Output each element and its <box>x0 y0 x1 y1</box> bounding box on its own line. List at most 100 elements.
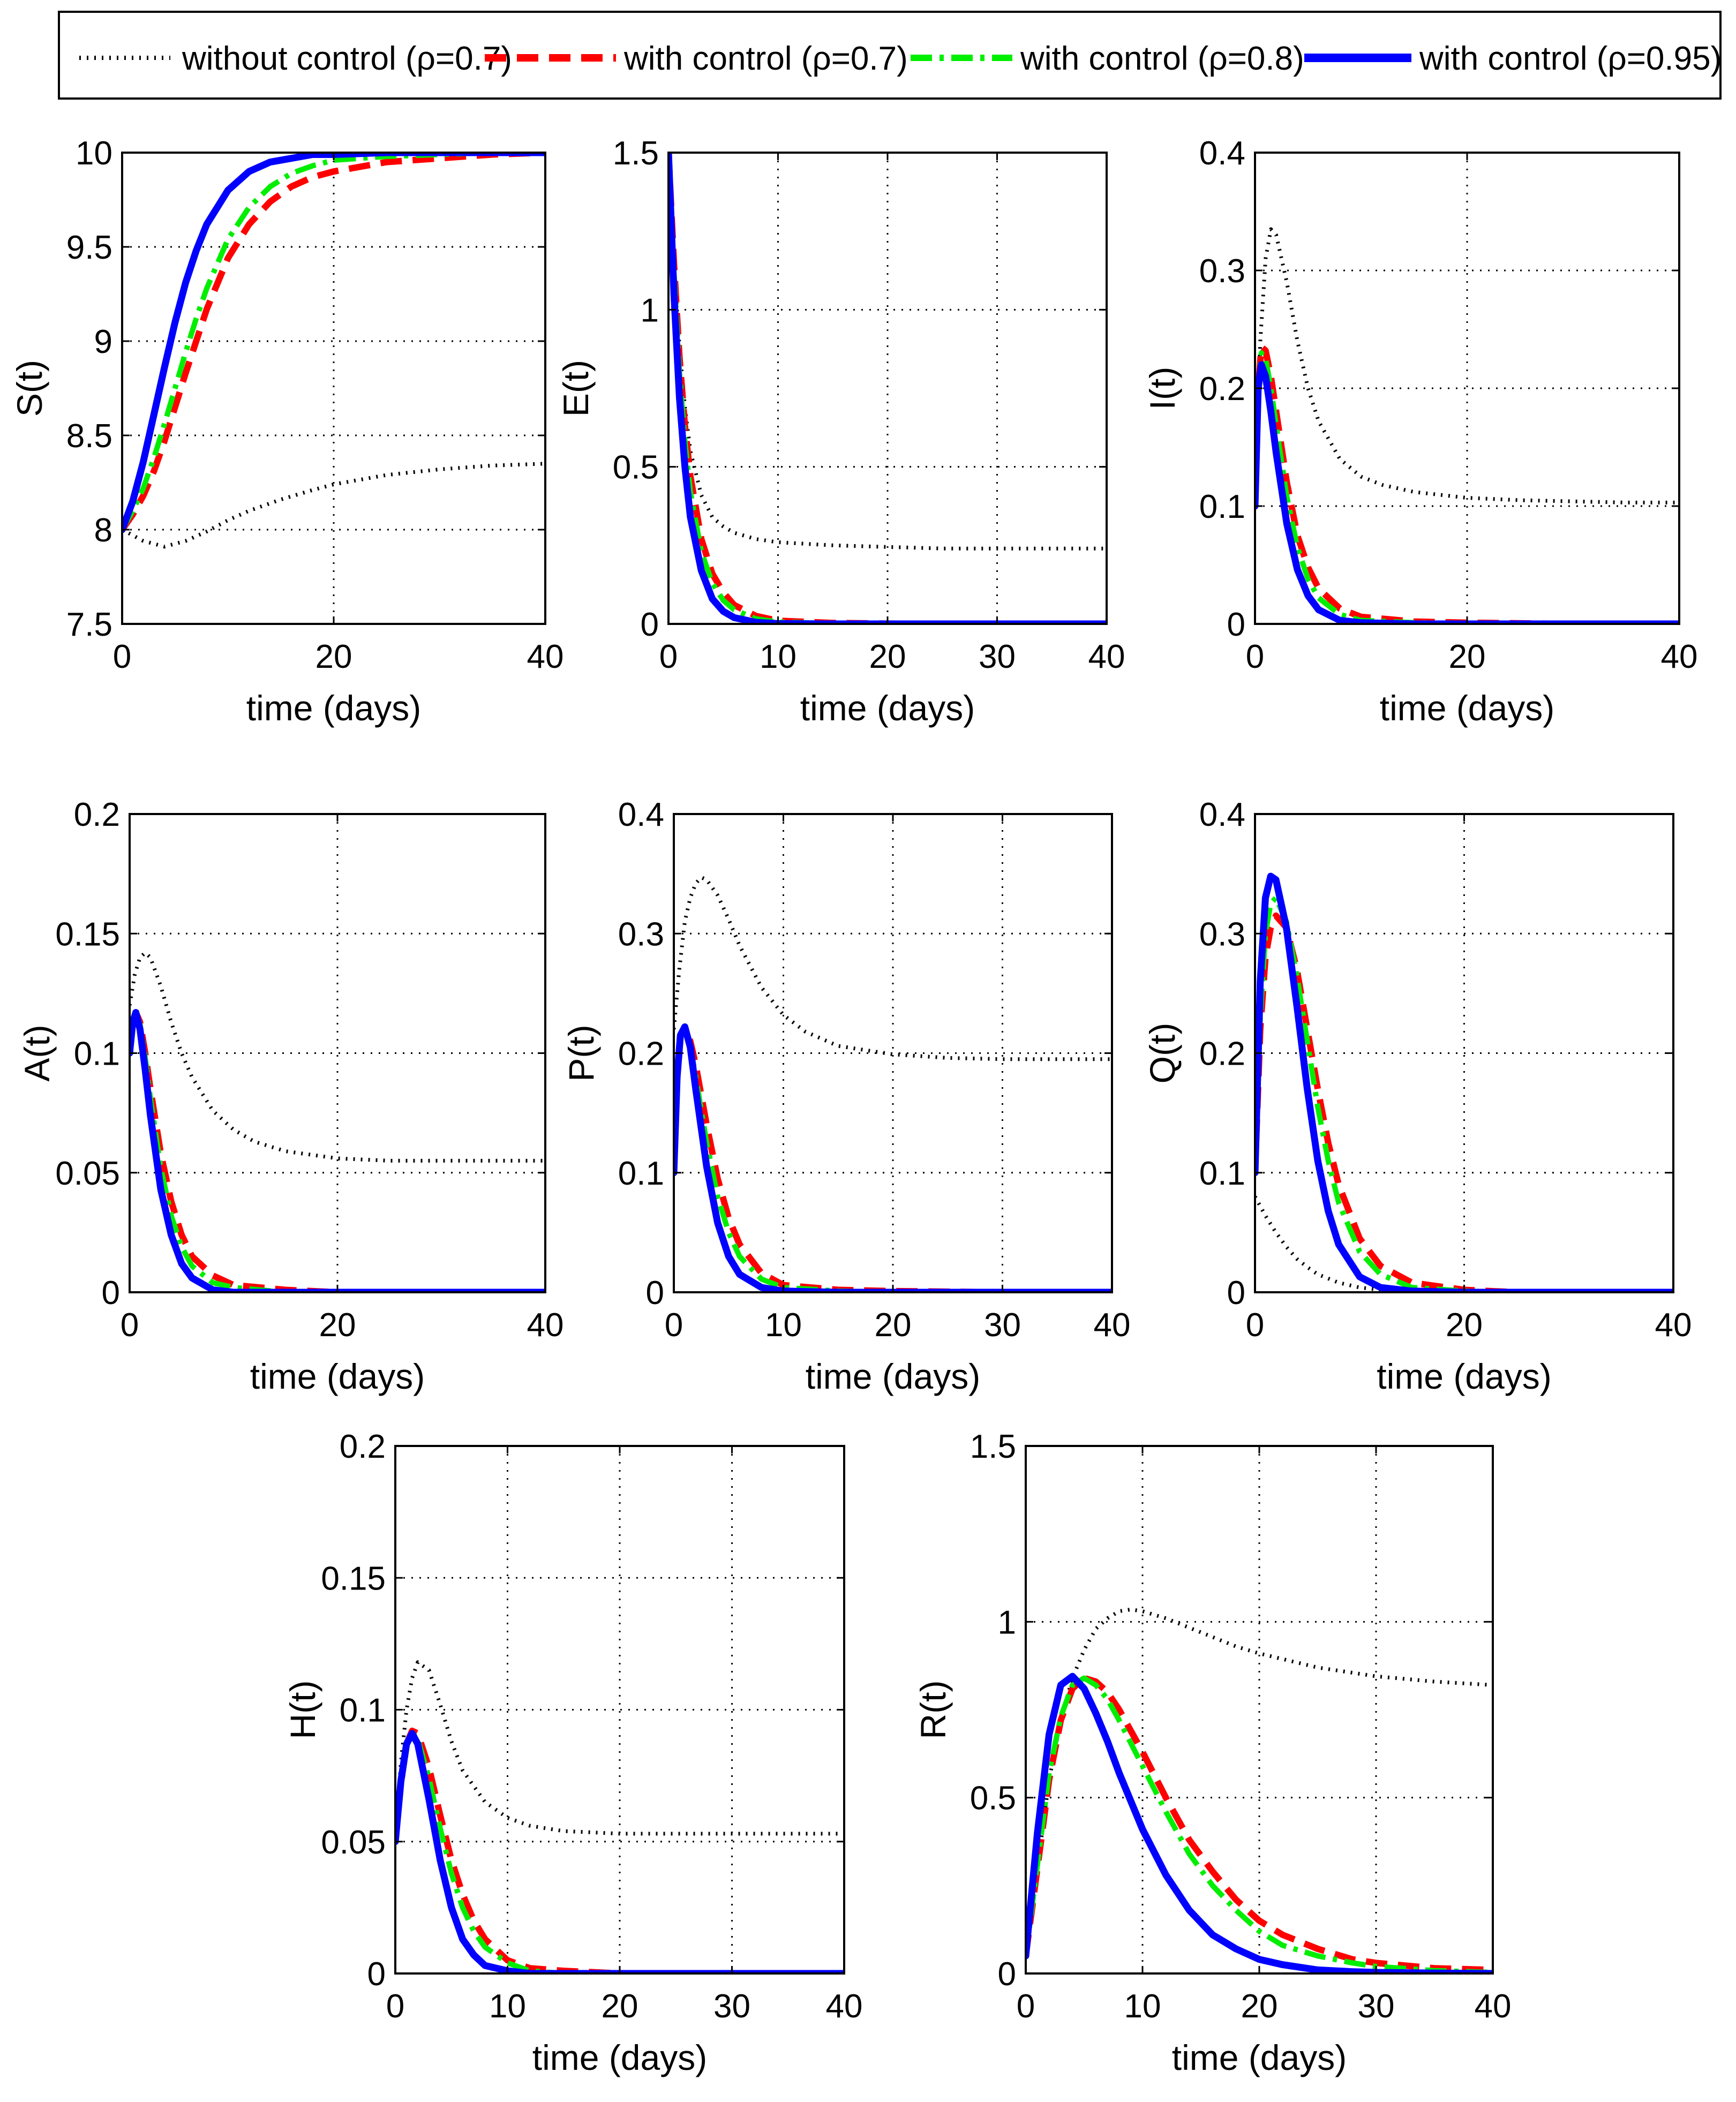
series-group-p <box>674 875 1112 1292</box>
plot-area-i <box>1255 153 1679 624</box>
y-tick-label: 10 <box>76 135 112 172</box>
x-axis-label: time (days) <box>532 2038 707 2077</box>
x-tick-label: 20 <box>875 1307 912 1344</box>
panel-r: 0 10 20 30 40 0 0.5 1 1.5 time (days) R(t) <box>913 1428 1511 2077</box>
y-tick-label: 0.2 <box>1199 371 1245 408</box>
x-tick-label: 10 <box>489 1988 526 2025</box>
legend-entry-control-07: with control (ρ=0.7) <box>485 40 908 77</box>
y-tick-label: 0.4 <box>1199 135 1245 172</box>
plot-area-e <box>668 153 1107 624</box>
y-axis-label: S(t) <box>10 360 49 417</box>
x-tick-label: 0 <box>1246 638 1264 675</box>
x-tick-label: 40 <box>1475 1988 1512 2025</box>
y-tick-label: 0.15 <box>321 1560 386 1597</box>
x-axis-label: time (days) <box>800 688 975 728</box>
y-tick-label: 0.3 <box>1199 253 1245 290</box>
y-tick-label: 9.5 <box>66 229 112 266</box>
panel-a: 0 20 40 0 0.05 0.1 0.15 0.2 time (days) A(t) <box>17 796 563 1396</box>
y-tick-label: 1 <box>998 1604 1016 1641</box>
y-tick-label: 0.1 <box>340 1692 386 1729</box>
legend: without control (ρ=0.7) with control (ρ=… <box>58 11 1722 100</box>
x-tick-label: 30 <box>713 1988 750 2025</box>
y-tick-label: 0.2 <box>1199 1036 1245 1073</box>
y-tick-label: 0.1 <box>618 1155 664 1192</box>
y-tick-label: 0 <box>646 1275 664 1312</box>
series-line-control-095 <box>674 1023 1112 1292</box>
x-tick-label: 0 <box>1017 1988 1035 2025</box>
legend-label-control-095: with control (ρ=0.95) <box>1419 40 1722 77</box>
x-axis-label: time (days) <box>246 688 421 728</box>
series-group-a <box>130 951 545 1292</box>
series-line-control-095 <box>1026 1672 1493 1973</box>
y-tick-label: 0.4 <box>1199 796 1245 833</box>
y-tick-label: 0.05 <box>55 1155 120 1192</box>
series-line-control-07 <box>1255 344 1679 624</box>
x-tick-label: 0 <box>121 1307 139 1344</box>
y-tick-label: 8 <box>94 512 112 549</box>
y-tick-label: 0.2 <box>618 1036 664 1073</box>
y-tick-label: 0.2 <box>340 1428 386 1465</box>
x-tick-label: 40 <box>1655 1307 1692 1344</box>
y-axis-label: I(t) <box>1143 367 1182 410</box>
panel-s: 0 20 40 7.5 8 8.5 9 9.5 10 time (days) S(t) <box>10 135 563 728</box>
panel-p: 0 10 20 30 40 0 0.1 0.2 0.3 0.4 time (days) P(t) <box>561 796 1130 1396</box>
legend-label-control-07: with control (ρ=0.7) <box>623 40 908 77</box>
y-tick-label: 0.3 <box>618 916 664 953</box>
panel-e: 0 10 20 30 40 0 0.5 1 1.5 time (days) E(t) <box>556 135 1125 728</box>
x-axis-label: time (days) <box>1377 1357 1551 1396</box>
legend-entry-control-08: with control (ρ=0.8) <box>911 40 1304 77</box>
x-tick-label: 0 <box>659 638 678 675</box>
legend-label-control-08: with control (ρ=0.8) <box>1020 40 1304 77</box>
series-line-control-08 <box>1026 1675 1493 1973</box>
y-axis-label: R(t) <box>913 1681 953 1739</box>
x-tick-label: 40 <box>1094 1307 1131 1344</box>
x-tick-label: 40 <box>1088 638 1125 675</box>
y-tick-label: 7.5 <box>66 606 112 643</box>
series-line-control-07 <box>122 153 545 532</box>
x-tick-label: 20 <box>1449 638 1486 675</box>
legend-label-without-control: without control (ρ=0.7) <box>182 40 512 77</box>
x-tick-label: 40 <box>527 1307 564 1344</box>
x-tick-label: 10 <box>765 1307 802 1344</box>
y-axis-label: E(t) <box>556 360 596 417</box>
series-line-control-08 <box>668 153 1107 624</box>
series-line-control-095 <box>1255 872 1673 1292</box>
x-tick-label: 20 <box>319 1307 356 1344</box>
series-line-control-08 <box>1255 895 1673 1292</box>
y-tick-label: 0.1 <box>74 1036 120 1073</box>
x-tick-label: 0 <box>665 1307 683 1344</box>
y-tick-label: 0.15 <box>55 916 120 953</box>
series-line-control-08 <box>122 153 545 531</box>
x-tick-label: 20 <box>602 1988 638 2025</box>
y-tick-label: 0 <box>1227 606 1245 643</box>
x-tick-label: 40 <box>527 638 564 675</box>
y-tick-label: 1.5 <box>970 1428 1016 1465</box>
plot-area-h <box>395 1446 844 1973</box>
x-tick-label: 10 <box>1124 1988 1161 2025</box>
y-tick-label: 0.05 <box>321 1824 386 1861</box>
legend-box <box>58 11 1722 100</box>
x-axis-label: time (days) <box>806 1357 980 1396</box>
y-tick-label: 8.5 <box>66 418 112 455</box>
y-tick-label: 0 <box>998 1956 1016 1993</box>
y-axis-label: A(t) <box>17 1024 57 1081</box>
legend-entry-control-095: with control (ρ=0.95) <box>1304 40 1722 77</box>
y-tick-label: 0.4 <box>618 796 664 833</box>
x-tick-label: 40 <box>1661 638 1698 675</box>
series-line-control-07 <box>1026 1675 1493 1973</box>
y-tick-label: 9 <box>94 323 112 360</box>
x-tick-label: 30 <box>1358 1988 1395 2025</box>
y-axis-label: H(t) <box>283 1681 322 1739</box>
y-tick-label: 0.5 <box>970 1780 1016 1817</box>
x-tick-label: 20 <box>315 638 352 675</box>
panel-h: 0 10 20 30 40 0 0.05 0.1 0.15 0.2 time (days) H(t) <box>283 1428 862 2077</box>
x-tick-label: 20 <box>1446 1307 1483 1344</box>
y-axis-label: P(t) <box>561 1024 601 1081</box>
series-line-control-08 <box>395 1730 844 1973</box>
plot-area-s <box>122 153 545 624</box>
series-group-h <box>395 1660 844 1973</box>
series-line-control-095 <box>1255 361 1679 624</box>
plot-area-a <box>130 814 545 1292</box>
